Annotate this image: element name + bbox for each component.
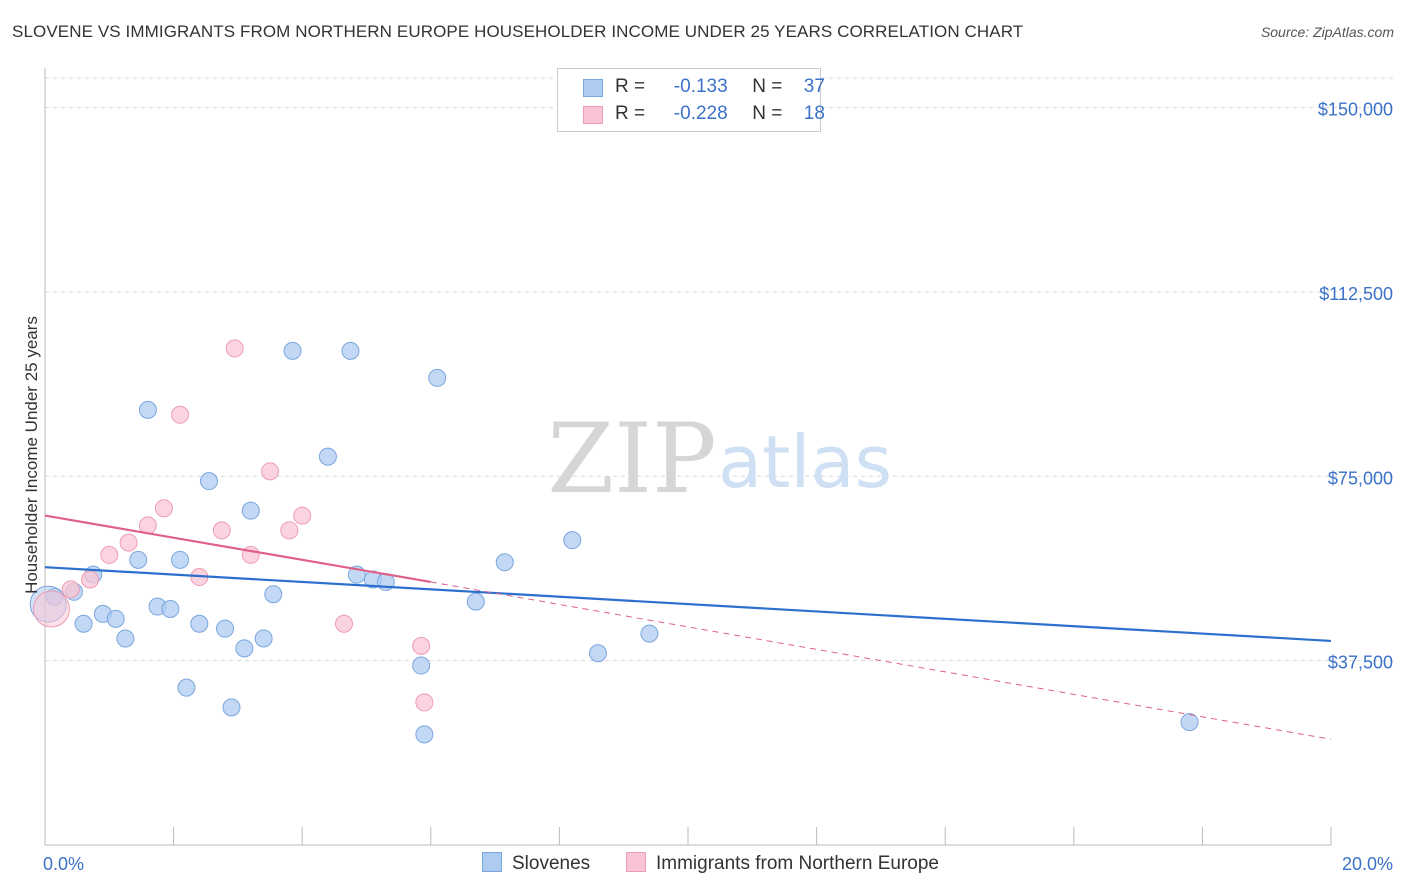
- bottom-legend-immigrants: Immigrants from Northern Europe: [626, 852, 939, 875]
- watermark-atlas: atlas: [718, 420, 892, 504]
- tick-labels: $37,500 $75,000 $112,500 $150,000 0.0% 20.0%: [43, 100, 1393, 875]
- immigrants-trendline: [430, 581, 1332, 740]
- slovene-point: [129, 550, 148, 569]
- immigrant-point: [280, 521, 299, 540]
- slovene-point: [466, 592, 485, 611]
- legend-r-label: R =: [615, 76, 646, 97]
- y-axis-label: Householder Income Under 25 years: [22, 316, 41, 594]
- immigrant-point: [32, 590, 70, 628]
- slovene-point: [428, 368, 447, 387]
- bottom-legend-label-immigrants: Immigrants from Northern Europe: [656, 853, 939, 874]
- slovene-point: [74, 614, 93, 633]
- slovene-point: [640, 624, 659, 643]
- slovene-point: [216, 619, 235, 638]
- immigrant-point: [100, 545, 119, 564]
- immigrant-point: [171, 405, 190, 424]
- trendlines: [44, 514, 1332, 740]
- immigrant-point: [334, 614, 353, 633]
- slovene-point: [241, 501, 260, 520]
- slovene-point: [495, 553, 514, 572]
- slovene-point: [177, 678, 196, 697]
- slovene-point: [412, 656, 431, 675]
- legend-swatch-immigrants: [583, 106, 603, 124]
- slovene-point: [235, 639, 254, 658]
- x-tick-label: 0.0%: [43, 854, 84, 874]
- slovene-point: [199, 472, 218, 491]
- slovene-point: [171, 550, 190, 569]
- slovene-point: [222, 698, 241, 717]
- bottom-legend-swatch-immigrants: [626, 852, 646, 872]
- legend-n-label: N =: [752, 103, 783, 124]
- immigrant-point: [154, 499, 173, 518]
- legend-r-value: -0.133: [673, 76, 728, 97]
- slovene-point: [138, 400, 157, 419]
- immigrant-point: [261, 462, 280, 481]
- immigrant-point: [293, 506, 312, 525]
- immigrant-point: [412, 636, 431, 655]
- immigrants-trendline: [44, 514, 431, 584]
- slovene-point: [264, 585, 283, 604]
- axes: [44, 68, 1332, 846]
- chart-title: SLOVENE VS IMMIGRANTS FROM NORTHERN EURO…: [12, 22, 1024, 41]
- immigrant-point: [81, 570, 100, 589]
- legend-r-label: R =: [615, 103, 646, 124]
- slovenes-trendline: [44, 566, 1332, 643]
- immigrant-point: [212, 521, 231, 540]
- slovene-point: [563, 531, 582, 550]
- source-label: Source: ZipAtlas.com: [1260, 24, 1394, 40]
- slovene-point: [106, 609, 125, 628]
- y-tick-label: $112,500: [1319, 284, 1393, 304]
- slovene-point: [161, 600, 180, 618]
- bottom-legend-slovenes: Slovenes: [482, 852, 590, 875]
- bottom-legend-swatch-slovenes: [482, 852, 502, 872]
- immigrant-point: [225, 339, 244, 358]
- correlation-legend: R = -0.133 N = 37 R = -0.228 N = 18: [557, 68, 825, 132]
- slovene-point: [190, 614, 209, 633]
- slovene-point: [341, 341, 360, 360]
- x-tick-label: 20.0%: [1342, 854, 1393, 874]
- immigrant-point: [61, 580, 80, 599]
- legend-swatch-slovenes: [583, 79, 603, 97]
- slovene-point: [116, 629, 135, 648]
- immigrant-point: [119, 533, 138, 552]
- y-tick-label: $150,000: [1318, 100, 1393, 120]
- bottom-legend-label-slovenes: Slovenes: [512, 853, 591, 874]
- slovene-point: [318, 447, 337, 466]
- slovene-point: [588, 644, 607, 663]
- immigrant-point: [415, 693, 434, 712]
- y-tick-label: $75,000: [1328, 468, 1393, 488]
- data-points: [29, 339, 1199, 744]
- legend-n-value: 37: [803, 76, 825, 97]
- legend-n-value: 18: [803, 103, 825, 124]
- slovene-point: [283, 341, 302, 360]
- y-tick-label: $37,500: [1328, 653, 1393, 673]
- gridlines: [45, 77, 1394, 662]
- slovene-point: [254, 629, 273, 648]
- legend-n-label: N =: [752, 76, 783, 97]
- legend-r-value: -0.228: [673, 103, 728, 124]
- slovene-point: [1180, 713, 1199, 732]
- slovene-point: [415, 725, 434, 744]
- watermark: ZIP atlas: [547, 403, 892, 515]
- watermark-zip: ZIP: [547, 403, 716, 515]
